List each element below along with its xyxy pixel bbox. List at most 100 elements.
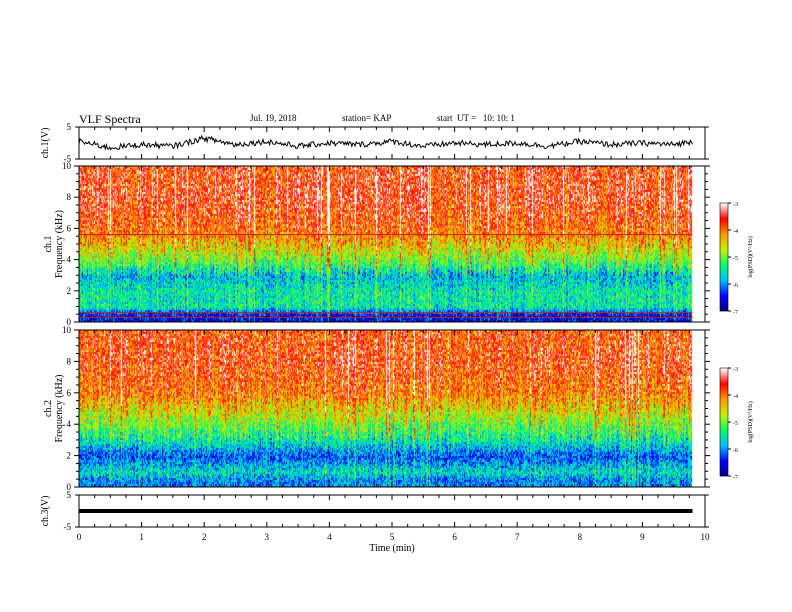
colorbar-cell: [720, 428, 728, 430]
colorbar-cell: [720, 241, 728, 243]
colorbar-cell: [720, 419, 728, 421]
colorbar-cell: [720, 253, 728, 255]
y-tick-label: 10: [62, 325, 72, 335]
colorbar-cell: [720, 451, 728, 453]
colorbar-cell: [720, 427, 728, 429]
colorbar-cell: [720, 380, 728, 382]
y-axis-label-1: ch.1Frequency (kHz): [43, 210, 65, 278]
colorbar-cell: [720, 447, 728, 449]
colorbar-cell: [720, 259, 728, 261]
colorbar-cell: [720, 440, 728, 442]
colorbar-cell: [720, 443, 728, 445]
colorbar-cell: [720, 368, 728, 370]
colorbar-cell: [720, 415, 728, 417]
colorbar-cell: [720, 453, 728, 455]
colorbar-cell: [720, 238, 728, 240]
colorbar-cell: [720, 450, 728, 452]
colorbar-cell: [720, 252, 728, 254]
colorbar-cell: [720, 307, 728, 309]
colorbar-cell: [720, 407, 728, 409]
colorbar-cell: [720, 372, 728, 374]
date-label: Jul. 19, 2018: [250, 113, 297, 123]
colorbar-cell: [720, 444, 728, 446]
colorbar-cell: [720, 217, 728, 219]
colorbar-cell: [720, 429, 728, 431]
colorbar-cell: [720, 457, 728, 459]
colorbar-cell: [720, 467, 728, 469]
colorbar-cell: [720, 224, 728, 226]
colorbar-cell: [720, 240, 728, 242]
y-tick-label: 2: [67, 286, 72, 296]
colorbar-tick-label: -6: [733, 283, 738, 289]
y-tick-label: 4: [67, 255, 72, 265]
colorbar-cell: [720, 216, 728, 218]
colorbar-cell: [720, 438, 728, 440]
colorbar-cell: [720, 469, 728, 471]
colorbar-cell: [720, 400, 728, 402]
colorbar-cell: [720, 399, 728, 401]
colorbar-cell: [720, 237, 728, 239]
colorbar-cell: [720, 254, 728, 256]
colorbar-cell: [720, 413, 728, 415]
colorbar-cell: [720, 431, 728, 433]
colorbar-cell: [720, 378, 728, 380]
x-tick-label: 3: [265, 532, 270, 542]
colorbar-cell: [720, 291, 728, 293]
ch1-voltage-trace: [78, 134, 693, 151]
colorbar-cell: [720, 432, 728, 434]
colorbar-tick-label: -7: [733, 475, 738, 481]
colorbar-cell: [720, 384, 728, 386]
colorbar-tick-label: -3: [733, 202, 738, 208]
colorbar-cell: [720, 373, 728, 375]
colorbar-cell: [720, 213, 728, 215]
colorbar-cell: [720, 226, 728, 228]
colorbar-cell: [720, 437, 728, 439]
colorbar-cell: [720, 211, 728, 213]
colorbar-cell: [720, 448, 728, 450]
colorbar-cell: [720, 369, 728, 371]
colorbar-cell: [720, 207, 728, 209]
colorbar-cell: [720, 223, 728, 225]
colorbar-cell: [720, 229, 728, 231]
colorbar-cell: [720, 381, 728, 383]
colorbar-cell: [720, 205, 728, 207]
colorbar-cell: [720, 295, 728, 297]
colorbar-cell: [720, 277, 728, 279]
colorbar-cell: [720, 374, 728, 376]
colorbar-cell: [720, 302, 728, 304]
colorbar-cell: [720, 468, 728, 470]
colorbar-cell: [720, 376, 728, 378]
y-tick-label: -5: [64, 522, 72, 532]
colorbar-cell: [720, 402, 728, 404]
colorbar-cell: [720, 405, 728, 407]
colorbar-cell: [720, 470, 728, 472]
colorbar-cell: [720, 394, 728, 396]
colorbar-cell: [720, 263, 728, 265]
colorbar-cell: [720, 296, 728, 298]
colorbar-cell: [720, 279, 728, 281]
colorbar-cell: [720, 473, 728, 475]
colorbar-cell: [720, 225, 728, 227]
colorbar-cell: [720, 387, 728, 389]
colorbar-tick-label: -4: [733, 394, 738, 400]
colorbar-cell: [720, 297, 728, 299]
chart-title: VLF Spectra: [79, 112, 141, 126]
colorbar-cell: [720, 276, 728, 278]
y-tick-label: -5: [64, 154, 72, 164]
x-tick-label: 9: [640, 532, 645, 542]
colorbar-tick-label: -3: [733, 367, 738, 373]
colorbar-cell: [720, 371, 728, 373]
colorbar-cell: [720, 249, 728, 251]
y-tick-label: 0: [67, 317, 72, 327]
colorbar-tick-label: -7: [733, 310, 738, 316]
colorbar-cell: [720, 383, 728, 385]
colorbar-cell: [720, 286, 728, 288]
start-time-label: start UT = 10: 10: 1: [437, 113, 515, 123]
colorbar-cell: [720, 215, 728, 217]
colorbar-cell: [720, 385, 728, 387]
colorbar-cell: [720, 269, 728, 271]
colorbar-tick-label: -5: [733, 256, 738, 262]
colorbar-tick-label: -5: [733, 421, 738, 427]
colorbar-cell: [720, 204, 728, 206]
